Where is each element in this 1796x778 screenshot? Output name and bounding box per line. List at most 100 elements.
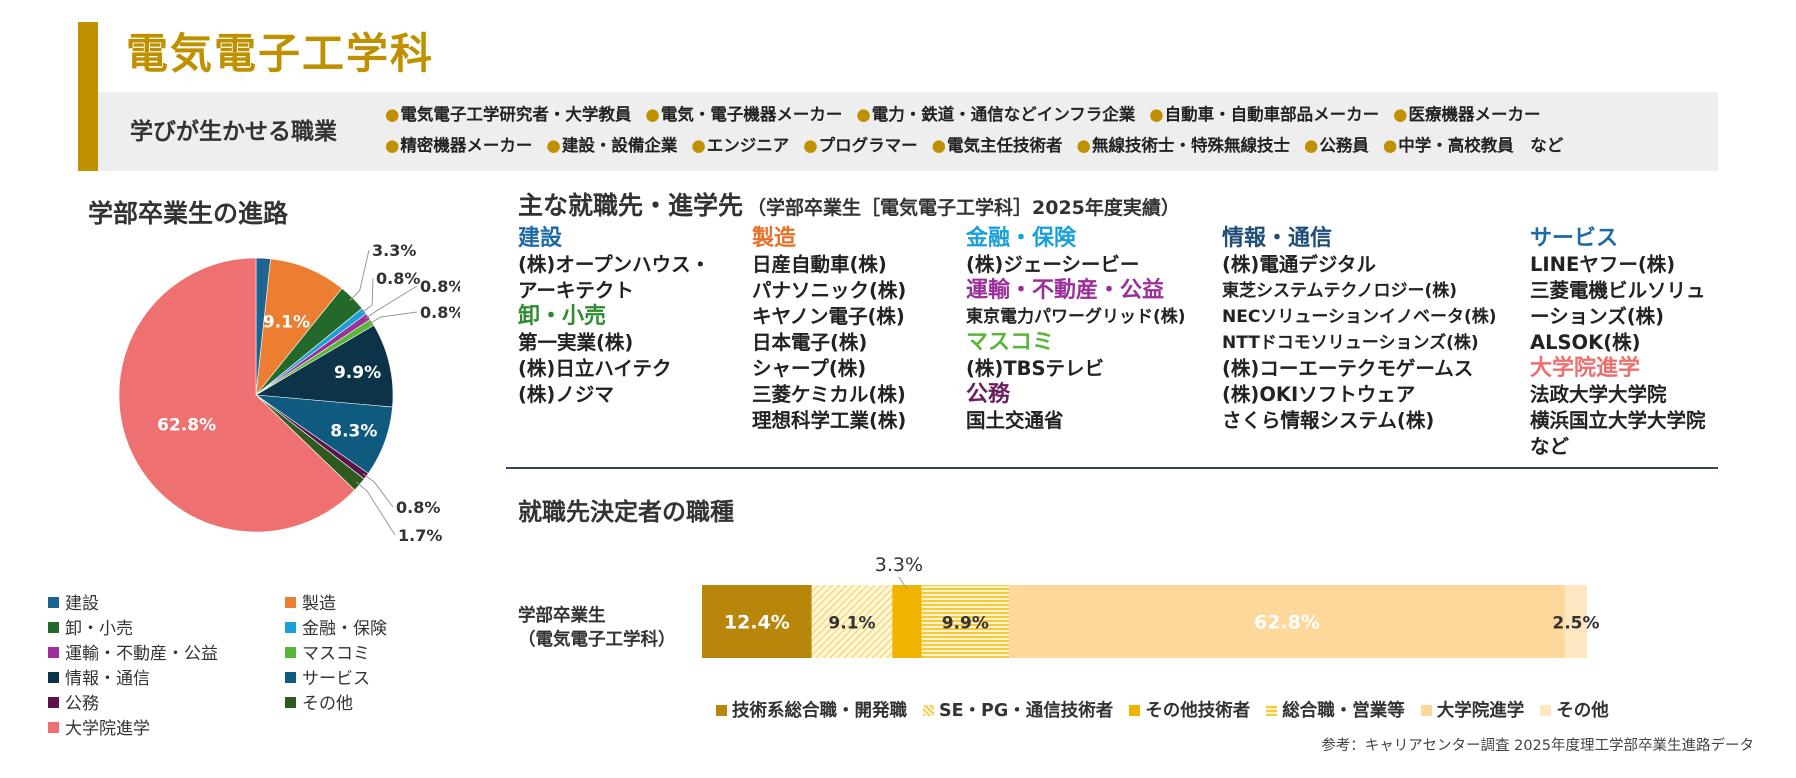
legend-item: 製造 [285,589,336,614]
career-list: ●電気電子工学研究者・大学教員 ●電気・電子機器メーカー ●電力・鉄道・通信などイン… [385,99,1715,161]
employer-name: 三菱ケミカル(株) [752,383,906,406]
pie-chart-title: 学部卒業生の進路 [88,199,289,228]
employer-name: LINEヤフー(株) [1530,253,1676,276]
bullet-icon: ● [1303,136,1319,155]
legend-label: その他技術者 [1145,701,1251,721]
career-item: ●電気主任技術者 [932,130,1063,161]
pie-value-label: 8.3% [330,422,377,442]
career-item: ●電力・鉄道・通信などインフラ企業 [856,99,1135,130]
employer-name: 日産自動車(株) [752,253,887,276]
bar-segment [1009,585,1565,658]
employer-category: 運輸・不動産・公益 [966,278,1165,303]
legend-swatch [1540,705,1552,716]
pie-value-label: 9.1% [263,313,310,333]
pie-value-label: 62.8% [157,415,216,435]
bar-row-label-line2: （電気電子工学科） [518,630,676,650]
employer-category: 卸・小売 [518,304,607,329]
employer-name: さくら情報システム(株) [1222,409,1435,432]
employer-category: 情報・通信 [1222,226,1333,251]
career-item-label: 公務員 [1319,136,1369,155]
career-item: ●中学・高校教員 など [1383,130,1563,161]
employer-name: (株)TBSテレビ [966,357,1105,380]
employer-name: 理想科学工業(株) [752,409,907,432]
employer-name: (株)コーエーテクモゲームス [1222,357,1474,380]
legend-label: 建設 [65,594,99,614]
career-item: ●電気電子工学研究者・大学教員 [385,99,631,130]
pie-value-label: 0.8% [396,498,440,517]
career-item-label: プログラマー [818,136,918,155]
bar-legend-item: その他技術者 [1129,701,1250,721]
legend-swatch [716,705,727,716]
pie-leader-line [368,311,418,325]
employer-category: 大学院進学 [1530,356,1641,381]
bullet-icon: ● [385,136,400,155]
employer-name: 国土交通省 [966,409,1064,432]
legend-swatch [285,622,296,633]
legend-item: 運輸・不動産・公益 [48,639,218,664]
employer-name: (株)OKIソフトウェア [1222,383,1416,406]
legend-label: 金融・保険 [302,619,387,639]
legend-swatch [48,672,59,683]
bar-segment [892,585,922,658]
career-item-label: 電力・鉄道・通信などインフラ企業 [871,105,1136,124]
legend-swatch [1129,705,1141,716]
bar-legend-item: その他 [1540,701,1609,721]
employer-name: パナソニック(株) [752,279,907,302]
bullet-icon: ● [803,136,818,155]
bar-legend-item: 大学院進学 [1420,701,1524,721]
career-item-label: 中学・高校教員 など [1398,136,1564,155]
career-label: 学びが生かせる職業 [130,119,337,145]
legend-label: 卸・小売 [65,619,133,639]
legend-label: その他 [302,694,353,714]
employer-name: (株)電通デジタル [1222,253,1376,276]
job-types-title: 就職先決定者の職種 [518,498,734,526]
employer-name: 横浜国立大学大学院 [1530,409,1706,432]
pie-chart: 1.7%9.1%3.3%0.8%0.8%0.8%9.9%8.3%0.8%1.7%… [118,241,460,545]
bar-row-label: 学部卒業生 （電気電子工学科） [518,604,676,652]
career-box [98,92,1718,171]
legend-item: 金融・保険 [285,614,387,639]
career-item: ●エンジニア [691,130,789,161]
employer-name: (株)日立ハイテク [518,357,672,380]
legend-label: 製造 [302,594,336,614]
pie-value-label: 9.9% [334,363,381,383]
pie-leader-line [356,481,396,536]
legend-swatch [48,697,59,708]
legend-item: マスコミ [285,639,370,664]
employer-name: 三菱電機ビルソリュ [1530,279,1706,302]
bullet-icon: ● [691,136,706,155]
bar-row-label-line1: 学部卒業生 [518,606,606,626]
employer-category: 公務 [966,382,1011,407]
career-item-label: 建設・設備企業 [561,136,678,155]
bar-segment [921,585,1010,658]
legend-swatch [285,672,296,683]
legend-label: サービス [302,669,370,689]
employer-name: ーションズ(株) [1530,305,1665,328]
pie-value-label: 0.8% [420,303,460,322]
legend-item: 大学院進学 [48,714,150,739]
bullet-icon: ● [1393,105,1408,124]
legend-label: その他 [1556,701,1609,721]
header-accent-bar [78,22,98,171]
legend-swatch [48,597,59,608]
legend-label: 技術系総合職・開発職 [732,701,907,721]
employer-name: NTTドコモソリューションズ(株) [1222,333,1479,353]
employer-name: アーキテクト [518,279,634,302]
employer-name: 東芝システムテクノロジー(株) [1222,281,1458,301]
bar-segment-label: 3.3% [875,554,923,576]
career-item-label: 電気主任技術者 [947,136,1063,155]
bar-segment-label: 9.1% [828,614,875,634]
employers-subtitle: （学部卒業生［電気電子工学科］2025年度実績） [747,197,1180,219]
legend-item: その他 [285,689,353,714]
career-item-label: 自動車・自動車部品メーカー [1164,105,1380,124]
legend-label: 大学院進学 [65,719,150,739]
bar-legend-item: 総合職・営業等 [1266,701,1405,721]
employer-column: サービス LINEヤフー(株) 三菱電機ビルソリュ ーションズ(株) ALSOK(株) 大… [1530,226,1706,460]
pie-leader-line [364,285,418,320]
legend-item: 建設 [48,589,99,614]
bullet-icon: ● [1149,105,1164,124]
employer-column: 建設 (株)オープンハウス・ アーキテクト 卸・小売 第一実業(株) (株)日立ハイテク (… [518,226,710,408]
bullet-icon: ● [931,136,947,155]
employer-category: 建設 [518,226,563,251]
pie-value-label: 3.3% [372,241,416,260]
